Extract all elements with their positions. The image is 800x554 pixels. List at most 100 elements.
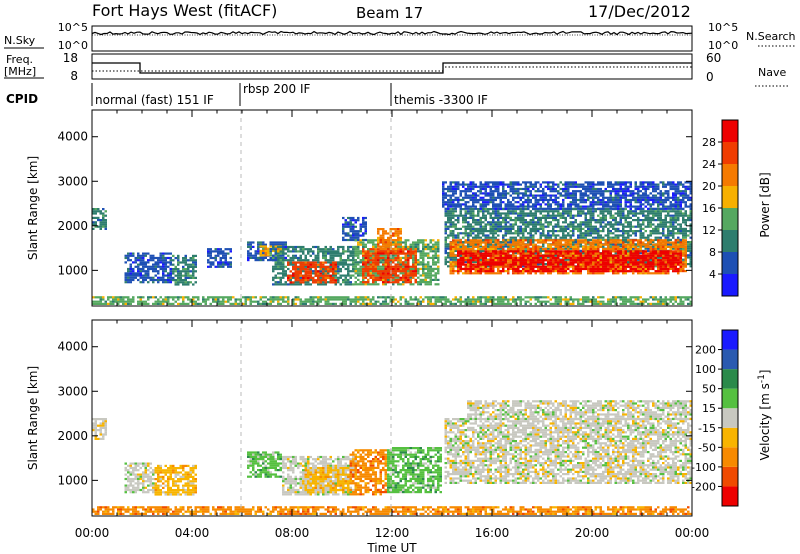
power-cell [517,227,520,230]
power-cell [614,245,617,248]
power-cell [687,245,690,248]
power-cell [614,216,617,219]
power-cell [627,230,630,233]
power-cell [227,252,230,255]
power-cell [92,212,95,215]
power-cell [417,248,420,251]
power-cell [352,267,355,271]
power-cell [277,241,280,244]
power-cell [129,274,132,277]
power-cell [329,276,332,280]
power-cell [384,241,387,244]
power-cell [389,267,392,271]
power-cell [582,232,585,235]
power-cell [372,278,375,282]
power-cell [252,254,255,257]
freq-label-1: Freq. [6,53,33,66]
power-cell [424,281,427,284]
power-cell [219,263,222,266]
power-cell [452,252,455,255]
power-cell [299,265,302,269]
power-cell [639,219,642,222]
power-cell [404,272,407,275]
power-cell [367,270,370,273]
power-cell [342,223,345,226]
power-cell [99,212,102,215]
power-cell [97,208,100,211]
power-cell [399,283,402,286]
noise-right-tick-top: 10^5 [708,21,738,34]
power-cell [592,248,595,251]
power-cell [469,239,472,242]
power-cell [639,227,642,230]
power-cell [212,256,215,260]
power-cell [302,245,305,249]
power-cell [639,243,642,246]
power-cell [689,265,692,268]
power-cell [339,252,342,255]
power-cell [424,239,427,242]
power-cell [349,234,352,237]
power-cell [444,245,447,248]
power-cell [384,263,387,266]
power-cell [617,214,620,217]
power-cell [152,256,155,260]
power-cell [527,232,530,235]
power-cell [594,221,597,224]
power-cell [474,250,477,253]
power-cell [317,279,320,282]
power-cell [387,278,390,281]
power-cell [279,241,282,244]
power-cell [449,241,452,244]
power-cell [367,250,370,253]
power-cell [627,249,630,252]
power-cell [369,270,372,273]
power-cell [599,221,602,224]
power-cell [417,281,420,284]
power-cell [474,236,477,239]
power-cell [449,243,452,246]
power-cell [444,249,447,252]
power-cell [492,238,495,241]
power-cell [332,248,335,251]
power-cell [124,256,127,260]
power-cell [642,245,645,248]
power-cell [482,227,485,230]
power-cell [499,243,502,246]
power-cell [532,223,535,226]
power-cell [364,232,367,235]
power-cell [579,232,582,235]
power-cell [479,216,482,219]
power-cell [592,243,595,246]
power-cell [359,272,362,275]
power-cell [564,245,567,248]
power-cell [614,272,617,275]
power-cell [672,230,675,233]
power-cell [337,281,340,284]
power-cell [329,263,332,266]
power-cell [419,283,422,286]
power-cell [507,245,510,248]
power-cell [629,227,632,230]
power-cell [542,216,545,219]
power-cell [412,256,415,259]
power-cell [582,245,585,248]
power-cell [427,283,430,286]
power-cell [262,241,265,244]
power-cell [487,221,490,224]
power-cell [352,225,355,228]
power-cell [342,278,345,282]
power-cell [524,212,527,215]
power-cell [247,241,250,244]
power-cell [574,227,577,230]
power-cell [449,223,452,226]
power-cell [277,252,280,255]
power-cell [282,261,285,264]
power-cell [427,261,430,264]
power-cell [317,265,320,268]
power-cell [539,247,542,250]
power-cell [377,259,380,262]
power-cell [319,248,322,251]
power-cell [612,225,615,228]
power-cell [539,212,542,215]
